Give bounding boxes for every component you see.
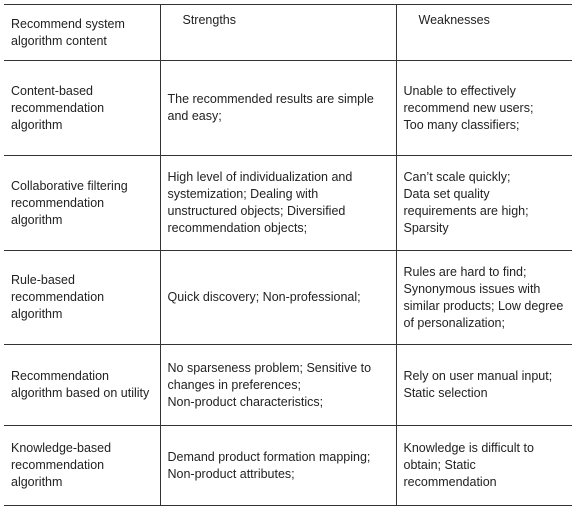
- table-cell: Unable to effectively recommend new user…: [395, 60, 572, 156]
- table-cell: Quick discovery; Non-professional;: [159, 250, 396, 345]
- table-cell: High level of individualization and syst…: [159, 155, 396, 251]
- header-cell: Strengths: [159, 4, 396, 61]
- table-cell: Recommendation algorithm based on utilit…: [4, 344, 160, 426]
- table-cell: Demand product formation mapping; Non-pr…: [159, 425, 396, 506]
- table-cell: Content-based recommendation algorithm: [4, 60, 160, 156]
- table-cell: The recommended results are simple and e…: [159, 60, 396, 156]
- table-row: Knowledge-based recommendation algorithm…: [4, 425, 572, 506]
- table-cell: Knowledge-based recommendation algorithm: [4, 425, 160, 506]
- table-row: Recommendation algorithm based on utilit…: [4, 344, 572, 426]
- table-cell: No sparseness problem; Sensitive to chan…: [159, 344, 396, 426]
- header-cell: Weaknesses: [395, 4, 572, 61]
- table-row: Collaborative filtering recommendation a…: [4, 155, 572, 251]
- table-cell: Rule-based recommendation algorithm: [4, 250, 160, 345]
- comparison-table: Recommend system algorithm content Streng…: [4, 4, 572, 506]
- header-row: Recommend system algorithm content Streng…: [4, 4, 572, 61]
- table-row: Content-based recommendation algorithm Th…: [4, 60, 572, 156]
- header-cell: Recommend system algorithm content: [4, 4, 160, 61]
- table-cell: Rules are hard to find; Synonymous issue…: [395, 250, 572, 345]
- table-row: Rule-based recommendation algorithm Quick…: [4, 250, 572, 345]
- table-cell: Knowledge is difficult to obtain; Static…: [395, 425, 572, 506]
- table-cell: Rely on user manual input; Static select…: [395, 344, 572, 426]
- table-cell: Collaborative filtering recommendation a…: [4, 155, 160, 251]
- table-cell: Can’t scale quickly; Data set quality re…: [395, 155, 572, 251]
